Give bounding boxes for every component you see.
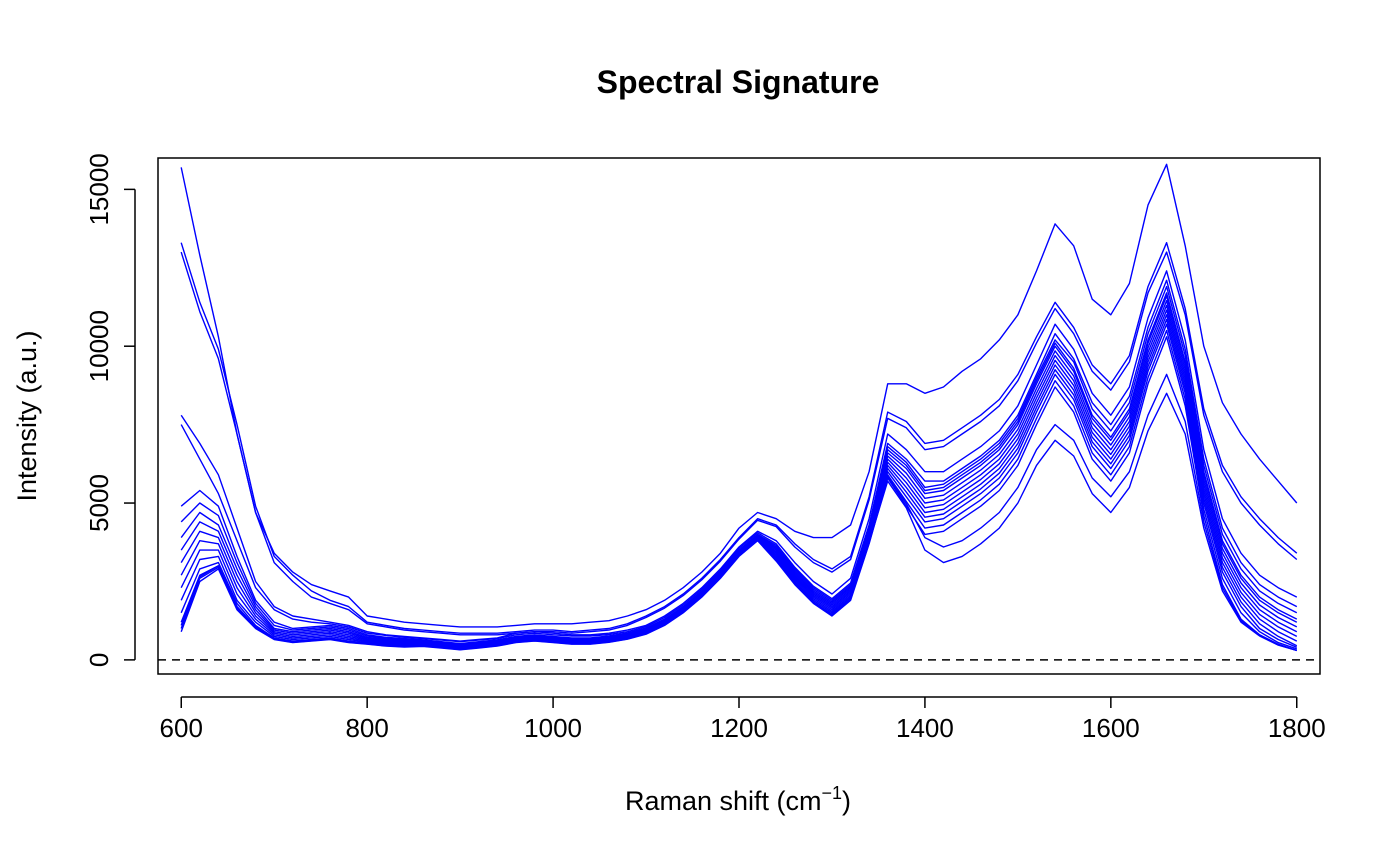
y-tick-label: 5000 bbox=[84, 474, 114, 532]
series-layer bbox=[180, 163, 1298, 652]
plot-frame bbox=[157, 157, 1321, 675]
x-tick-label: 1800 bbox=[1268, 713, 1326, 743]
spectrum-line-16 bbox=[180, 336, 1298, 652]
x-tick-label: 1000 bbox=[524, 713, 582, 743]
spectrum-line-5 bbox=[180, 279, 1298, 643]
spectrum-line-13 bbox=[180, 318, 1298, 649]
x-tick-label: 1400 bbox=[896, 713, 954, 743]
x-axis-label-close: ) bbox=[842, 786, 851, 816]
spectrum-line-4 bbox=[180, 270, 1298, 642]
x-axis-label-superscript: −1 bbox=[822, 783, 843, 803]
spectrum-line-9 bbox=[180, 300, 1298, 647]
y-tick-label: 10000 bbox=[84, 310, 114, 382]
spectrum-line-15 bbox=[180, 329, 1298, 650]
x-tick-label: 600 bbox=[160, 713, 203, 743]
x-axis: 600 800 1000 1200 1400 1600 1800 bbox=[160, 696, 1326, 743]
x-tick-label: 1600 bbox=[1082, 713, 1140, 743]
x-tick-label: 1200 bbox=[710, 713, 768, 743]
y-axis-label: Intensity (a.u.) bbox=[12, 330, 42, 501]
y-tick-label: 15000 bbox=[84, 153, 114, 225]
spectrum-line-6 bbox=[180, 285, 1298, 645]
spectrum-line-1 bbox=[180, 163, 1298, 628]
spectrum-line-3 bbox=[180, 251, 1298, 636]
chart-title: Spectral Signature bbox=[597, 64, 880, 100]
x-tick-label: 800 bbox=[345, 713, 388, 743]
y-tick-label: 0 bbox=[84, 653, 114, 667]
x-axis-label-main: Raman shift (cm bbox=[625, 786, 822, 816]
spectrum-line-2 bbox=[180, 242, 1298, 634]
spectrum-line-18 bbox=[180, 392, 1297, 652]
spectrum-line-7 bbox=[180, 292, 1298, 645]
x-axis-label: Raman shift (cm−1) bbox=[625, 783, 851, 816]
y-axis: 0 5000 10000 15000 bbox=[84, 153, 136, 667]
